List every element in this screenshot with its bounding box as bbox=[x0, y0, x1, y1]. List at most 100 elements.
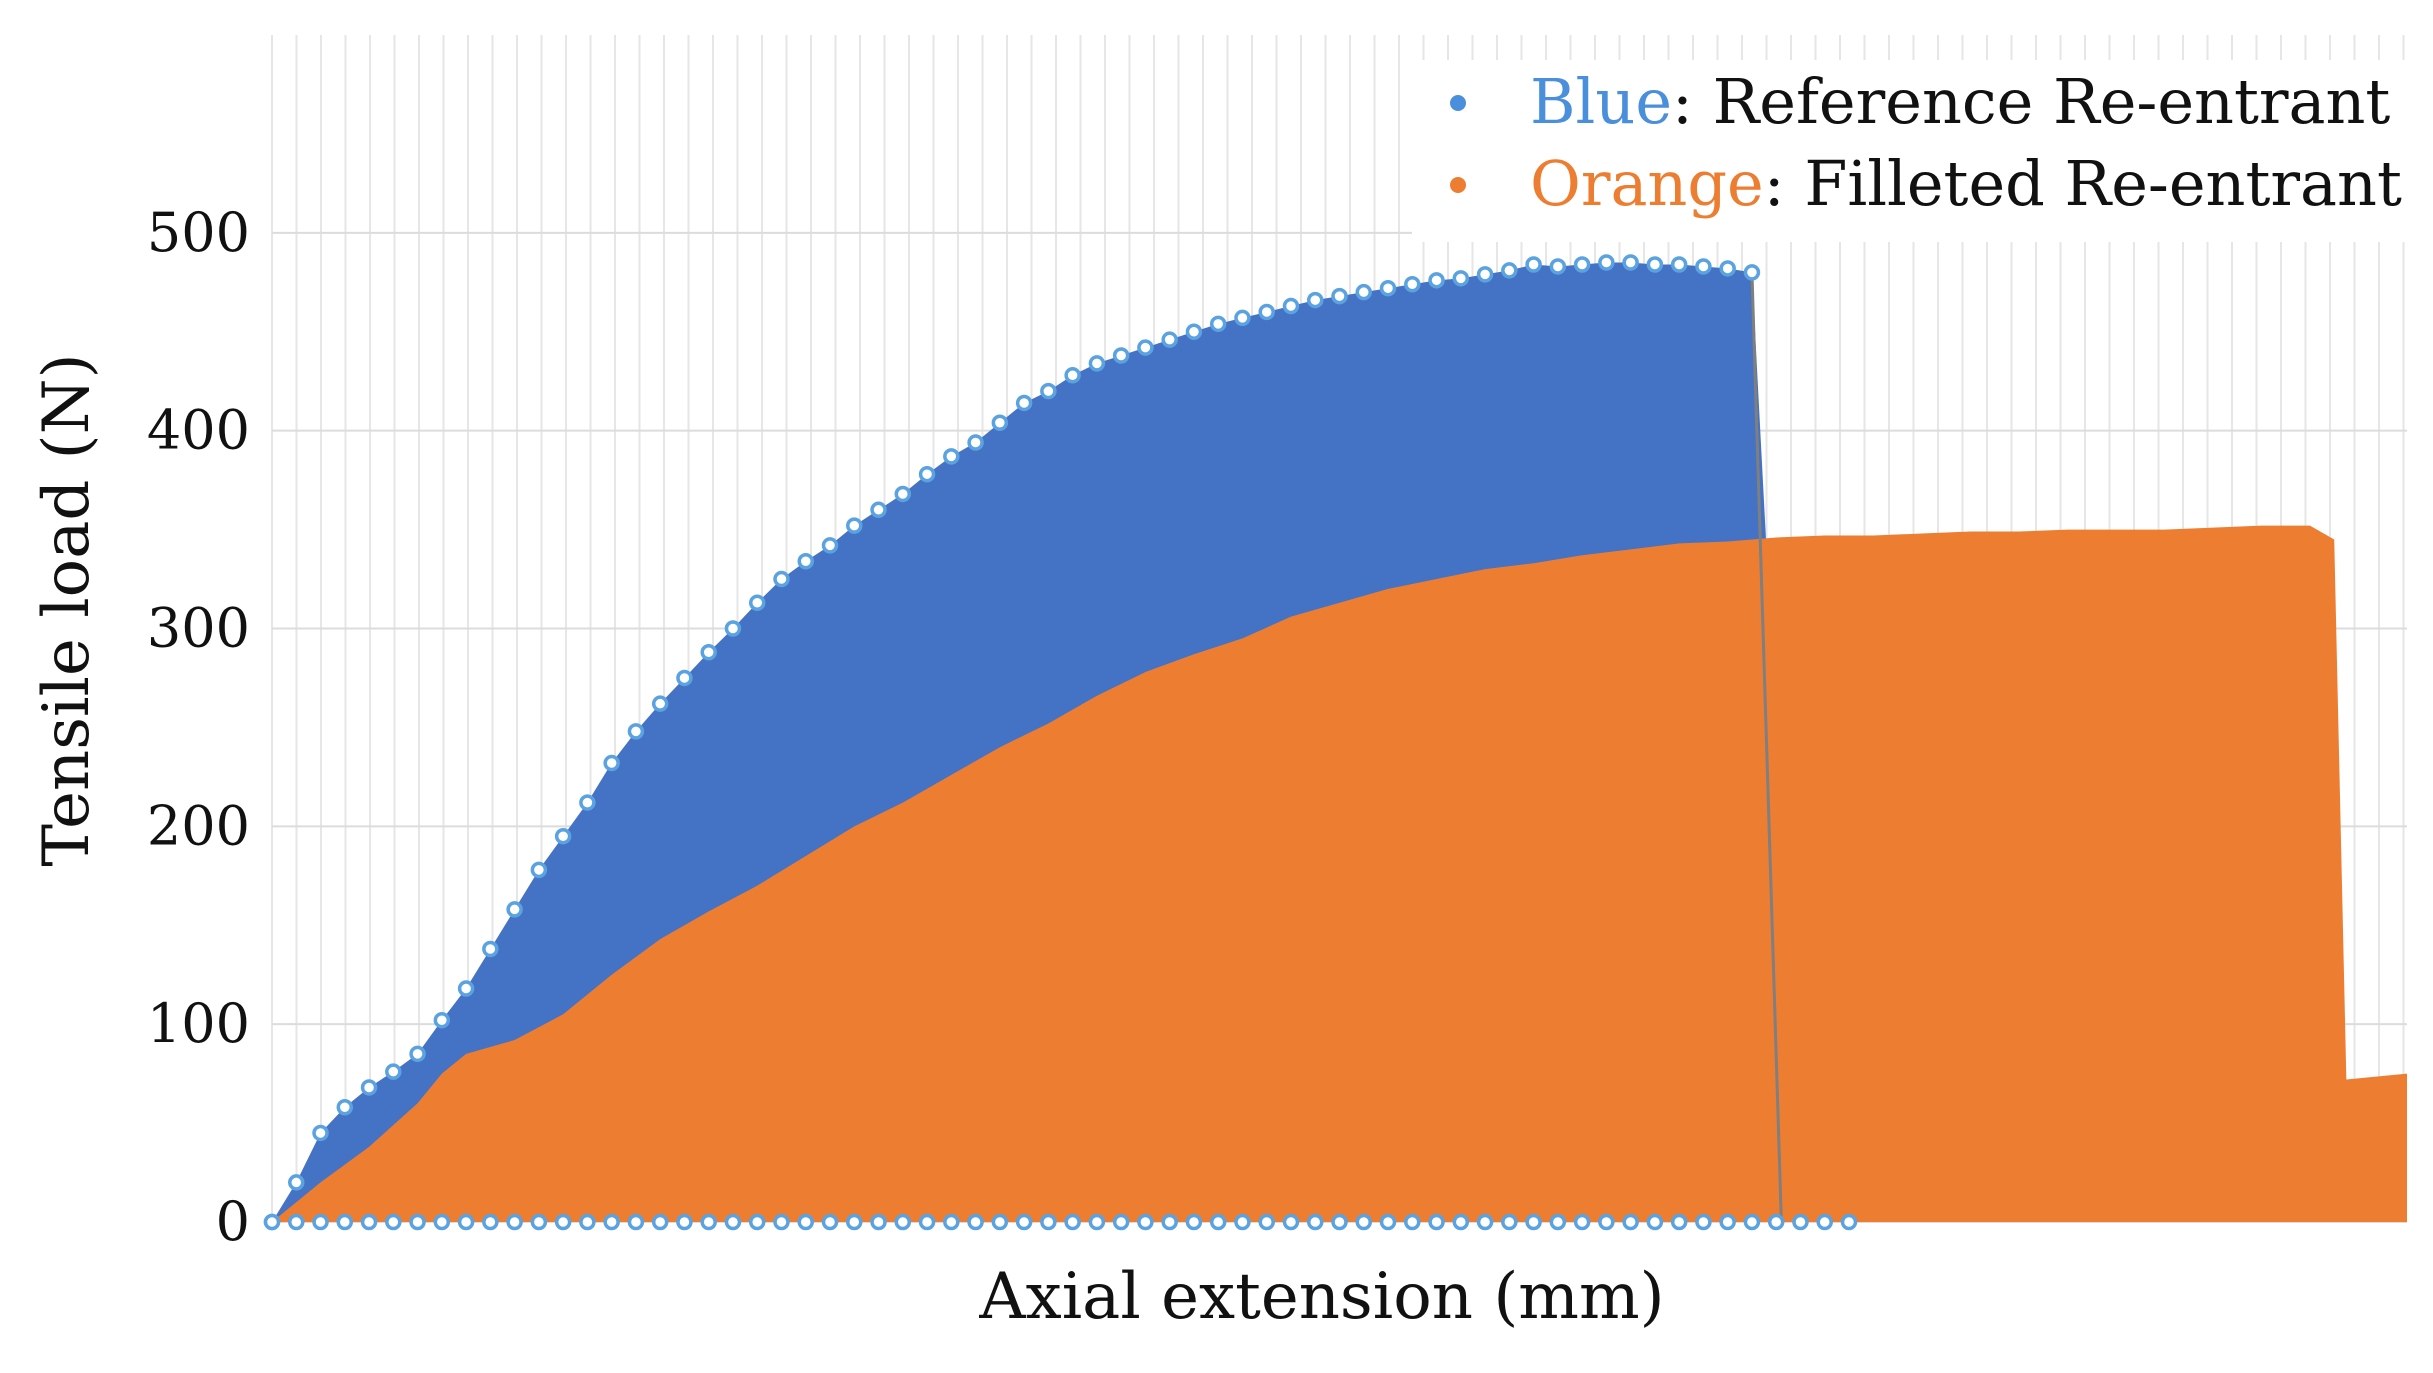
legend-entry-reference: Blue: Reference Re-entrant bbox=[1530, 65, 2390, 138]
baseline-marker bbox=[1209, 1213, 1227, 1231]
data-point-reference bbox=[870, 501, 887, 519]
baseline-marker bbox=[1088, 1213, 1106, 1231]
baseline-marker bbox=[797, 1213, 814, 1231]
data-point-reference bbox=[1258, 303, 1275, 321]
y-axis-title: Tensile load (N) bbox=[30, 353, 104, 866]
data-point-reference bbox=[1646, 256, 1664, 273]
data-point-reference bbox=[1209, 315, 1227, 333]
data-point-reference bbox=[482, 940, 499, 958]
data-point-reference bbox=[1282, 297, 1300, 315]
y-tick-label: 400 bbox=[147, 399, 250, 462]
y-tick-label: 500 bbox=[147, 201, 250, 264]
baseline-marker bbox=[1452, 1213, 1470, 1231]
legend-entry-filleted: Orange: Filleted Re-entrant bbox=[1530, 147, 2402, 220]
data-point-reference bbox=[1015, 394, 1033, 412]
y-tick-label: 300 bbox=[147, 597, 250, 660]
data-point-reference bbox=[385, 1063, 402, 1080]
data-point-reference bbox=[1428, 272, 1445, 289]
data-point-reference bbox=[1695, 258, 1712, 275]
baseline-marker bbox=[700, 1213, 717, 1231]
series-areas bbox=[272, 262, 2407, 1223]
y-tick-label: 100 bbox=[147, 992, 250, 1055]
baseline-marker bbox=[530, 1213, 548, 1231]
data-point-reference bbox=[1525, 256, 1542, 273]
baseline-marker bbox=[1040, 1213, 1057, 1231]
baseline-marker bbox=[385, 1213, 402, 1231]
baseline-marker bbox=[724, 1213, 742, 1231]
baseline-marker bbox=[1355, 1213, 1373, 1231]
legend-label-filleted: : Filleted Re-entrant bbox=[1764, 147, 2402, 220]
data-point-reference bbox=[1234, 309, 1251, 327]
data-point-reference bbox=[288, 1174, 305, 1191]
baseline-marker bbox=[870, 1213, 887, 1231]
baseline-marker bbox=[1137, 1213, 1154, 1231]
baseline-marker bbox=[1646, 1213, 1664, 1231]
baseline-marker bbox=[506, 1213, 523, 1231]
baseline-marker bbox=[991, 1213, 1009, 1231]
data-point-reference bbox=[943, 448, 960, 465]
legend-color-word-orange: Orange bbox=[1530, 147, 1764, 220]
data-point-reference bbox=[312, 1124, 329, 1142]
baseline-marker bbox=[846, 1213, 863, 1231]
baseline-marker bbox=[1064, 1213, 1081, 1231]
legend: Blue: Reference Re-entrant Orange: Fille… bbox=[1412, 60, 2420, 242]
data-point-reference bbox=[1501, 262, 1518, 279]
data-point-reference bbox=[1088, 355, 1106, 372]
data-point-reference bbox=[918, 465, 936, 483]
baseline-marker bbox=[554, 1213, 572, 1231]
data-point-reference bbox=[336, 1099, 354, 1116]
y-tick-labels: 0 100 200 300 400 500 bbox=[147, 201, 250, 1253]
baseline-marker bbox=[918, 1213, 936, 1231]
baseline-marker bbox=[1282, 1213, 1300, 1231]
data-point-reference bbox=[554, 827, 572, 845]
baseline-marker bbox=[1743, 1213, 1761, 1231]
baseline-marker bbox=[894, 1213, 912, 1231]
area-filleted-re-entrant bbox=[272, 525, 2407, 1222]
baseline-marker bbox=[263, 1213, 281, 1231]
baseline-marker bbox=[627, 1213, 645, 1231]
baseline-marker bbox=[1112, 1213, 1130, 1231]
data-point-reference bbox=[991, 414, 1009, 432]
data-point-reference bbox=[579, 794, 596, 811]
baseline-marker bbox=[1476, 1213, 1494, 1231]
data-point-reference bbox=[1549, 258, 1567, 275]
data-point-reference bbox=[433, 1011, 451, 1029]
fracture-line-reference bbox=[1750, 272, 1783, 1223]
data-point-reference bbox=[1331, 287, 1348, 305]
data-point-reference bbox=[821, 537, 839, 554]
legend-label-reference: : Reference Re-entrant bbox=[1672, 65, 2390, 138]
data-point-reference bbox=[676, 669, 693, 687]
data-point-reference bbox=[1137, 339, 1154, 356]
baseline-marker bbox=[457, 1213, 475, 1231]
data-point-reference bbox=[1404, 276, 1421, 293]
baseline-marker bbox=[1306, 1213, 1324, 1231]
baseline-marker bbox=[1622, 1213, 1639, 1231]
baseline-marker bbox=[1816, 1213, 1833, 1231]
x-axis-title: Axial extension (mm) bbox=[978, 1260, 1664, 1334]
baseline-marker bbox=[1428, 1213, 1445, 1231]
data-point-reference bbox=[1040, 382, 1057, 400]
baseline-marker bbox=[1840, 1213, 1858, 1231]
baseline-marker bbox=[1015, 1213, 1033, 1231]
data-point-reference bbox=[1185, 323, 1203, 340]
data-point-reference bbox=[360, 1079, 378, 1096]
data-point-reference bbox=[409, 1045, 426, 1063]
data-point-reference bbox=[1161, 331, 1178, 348]
baseline-marker bbox=[1404, 1213, 1421, 1231]
legend-marker-orange bbox=[1450, 177, 1466, 193]
data-point-reference bbox=[530, 861, 548, 879]
baseline-marker bbox=[482, 1213, 499, 1231]
data-point-reference bbox=[1719, 260, 1736, 277]
baseline-marker bbox=[1792, 1213, 1809, 1231]
baseline-marker bbox=[676, 1213, 693, 1231]
data-point-reference bbox=[506, 901, 523, 918]
data-point-reference bbox=[1355, 283, 1373, 301]
baseline-marker bbox=[409, 1213, 426, 1231]
data-point-reference bbox=[1743, 264, 1761, 281]
data-point-reference bbox=[1112, 347, 1130, 364]
data-point-reference bbox=[1379, 279, 1397, 297]
data-point-reference bbox=[748, 594, 766, 612]
baseline-marker bbox=[1549, 1213, 1567, 1231]
data-point-reference bbox=[1598, 254, 1615, 271]
